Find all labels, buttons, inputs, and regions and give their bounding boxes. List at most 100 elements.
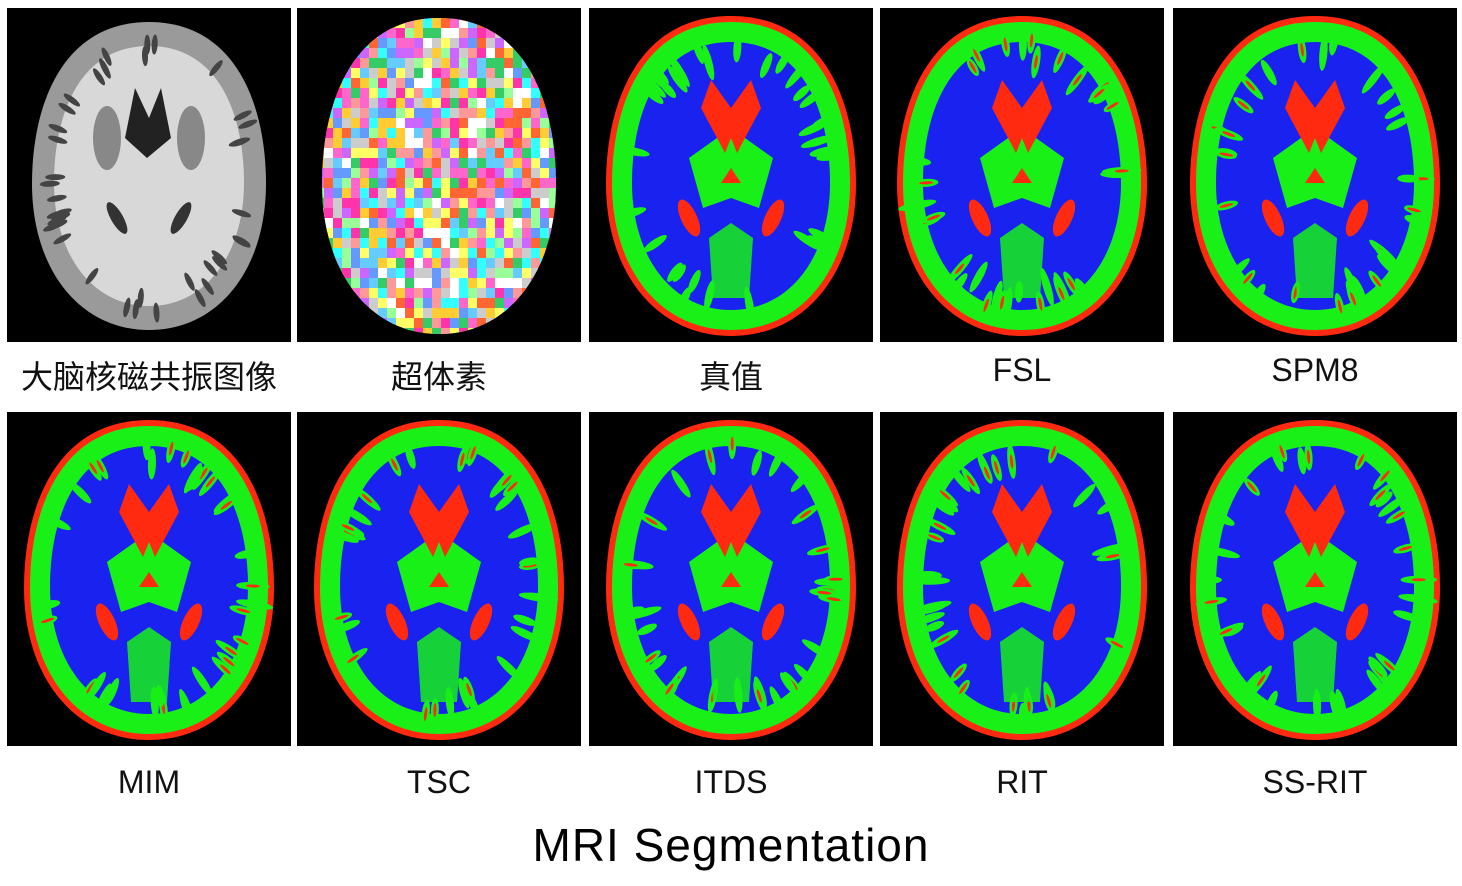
supervoxel xyxy=(369,268,381,282)
supervoxel xyxy=(360,48,370,60)
supervoxel xyxy=(423,68,435,80)
sulcal-csf xyxy=(926,214,941,221)
supervoxel xyxy=(513,318,528,330)
supervoxel xyxy=(369,248,381,263)
supervoxel xyxy=(333,328,344,334)
gyrus xyxy=(808,228,832,243)
supervoxel xyxy=(513,228,526,240)
supervoxel xyxy=(414,128,426,142)
gyrus xyxy=(335,619,361,633)
supervoxel xyxy=(351,288,362,299)
supervoxel xyxy=(459,168,471,182)
supervoxel xyxy=(432,208,444,226)
supervoxel xyxy=(486,248,498,259)
sulcus xyxy=(238,119,258,129)
sulcal-csf xyxy=(220,664,231,675)
gyrus xyxy=(405,445,416,469)
supervoxel xyxy=(477,248,489,265)
supervoxel xyxy=(324,188,334,204)
ventricle-horn xyxy=(1052,199,1076,237)
supervoxel xyxy=(322,318,327,330)
sulcal-csf xyxy=(1279,445,1285,459)
sulcal-csf xyxy=(205,476,216,488)
supervoxel xyxy=(432,138,443,155)
supervoxel xyxy=(513,308,523,320)
supervoxel xyxy=(504,118,515,136)
supervoxel xyxy=(522,268,534,279)
supervoxel xyxy=(405,148,415,163)
cerebellar-gray xyxy=(709,627,753,702)
supervoxel xyxy=(324,138,338,149)
gyrus xyxy=(660,81,677,98)
supervoxel xyxy=(342,188,354,203)
panel-- xyxy=(589,8,873,342)
gyrus xyxy=(798,120,829,137)
panel-tsc xyxy=(297,412,581,746)
sulcal-csf xyxy=(1219,203,1234,208)
brain-image xyxy=(1190,420,1440,740)
supervoxel xyxy=(360,118,371,135)
supervoxel xyxy=(486,328,501,334)
supervoxel xyxy=(549,278,556,293)
supervoxel xyxy=(441,288,452,301)
supervoxel xyxy=(558,18,573,30)
supervoxel xyxy=(322,288,329,304)
supervoxel xyxy=(576,208,581,219)
supervoxel xyxy=(306,238,319,254)
sulcal-csf xyxy=(1375,489,1386,501)
supervoxel xyxy=(558,338,573,342)
sulcal-csf xyxy=(460,452,465,467)
sulcus xyxy=(58,102,76,115)
supervoxel xyxy=(522,108,533,120)
supervoxel xyxy=(549,158,556,174)
sulcal-csf xyxy=(1243,272,1253,284)
sulcal-csf xyxy=(361,493,373,504)
supervoxel xyxy=(549,48,556,63)
supervoxel xyxy=(576,268,581,285)
supervoxel xyxy=(441,148,456,159)
sulcal-csf xyxy=(969,60,977,74)
gyrus xyxy=(807,235,833,252)
sulcal-csf xyxy=(1350,292,1357,306)
supervoxel xyxy=(333,178,344,192)
supervoxel xyxy=(441,338,453,342)
supervoxel xyxy=(378,58,388,75)
gyrus xyxy=(142,428,151,461)
supervoxel xyxy=(495,208,507,219)
gyrus xyxy=(648,655,667,672)
supervoxel xyxy=(486,298,499,310)
supervoxel xyxy=(540,228,553,240)
sulcal-csf xyxy=(959,682,968,695)
supervoxel xyxy=(322,18,329,24)
supervoxel xyxy=(432,88,444,101)
sulcal-csf xyxy=(939,490,951,500)
ventricle-horn xyxy=(385,603,409,641)
supervoxel xyxy=(486,178,496,196)
supervoxel xyxy=(369,178,383,190)
gyrus xyxy=(1091,543,1130,556)
supervoxel xyxy=(441,268,456,279)
sulcus xyxy=(63,93,81,107)
supervoxel xyxy=(567,278,580,292)
supervoxel xyxy=(333,98,346,110)
supervoxel xyxy=(432,38,445,49)
supervoxel xyxy=(414,288,424,306)
supervoxel xyxy=(495,18,506,21)
supervoxel xyxy=(306,128,316,144)
supervoxel xyxy=(495,158,507,170)
gyrus xyxy=(790,467,814,493)
sulcal-csf xyxy=(236,608,251,613)
supervoxel xyxy=(396,288,408,301)
supervoxel xyxy=(513,18,524,21)
supervoxel xyxy=(540,108,553,119)
supervoxel xyxy=(477,218,489,232)
supervoxel xyxy=(504,138,514,156)
supervoxel xyxy=(297,128,310,142)
supervoxel xyxy=(558,278,570,292)
sulcal-csf xyxy=(645,653,657,663)
supervoxel xyxy=(369,78,381,94)
sulcal-csf xyxy=(1411,578,1426,582)
gyrus xyxy=(1018,27,1027,61)
supervoxel xyxy=(423,178,433,196)
third-ventricle xyxy=(1012,572,1032,587)
